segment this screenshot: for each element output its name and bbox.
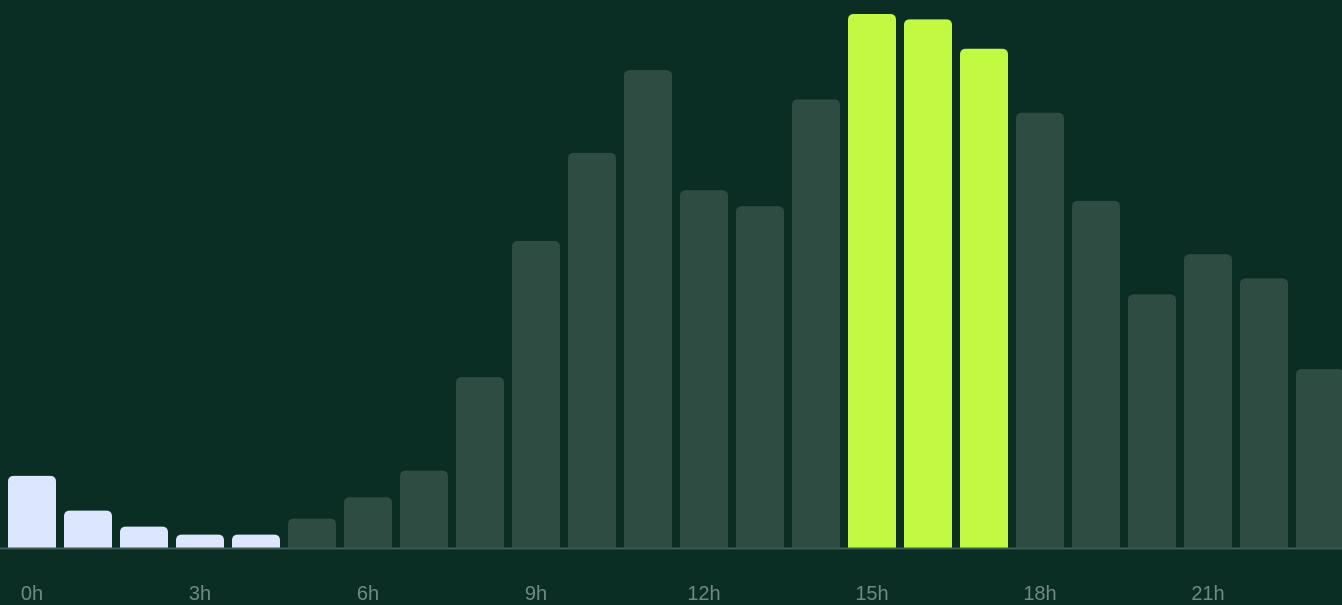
bar-7h [400,470,448,548]
x-tick-label: 0h [21,583,43,605]
x-tick-label: 3h [189,583,211,605]
bar-8h [456,377,504,548]
bar-11h [624,70,672,548]
bar-13h [736,206,784,549]
bar-18h [1016,112,1064,548]
bar-10h [568,152,616,548]
bars-group [8,14,1342,549]
bar-4h [232,534,280,548]
x-tick-label: 9h [525,583,547,605]
bar-1h [64,510,112,548]
bar-14h [792,99,840,548]
x-tick-label: 15h [855,583,888,605]
bar-9h [512,240,560,548]
x-axis-ticks: 0h 3h 6h 9h 12h 15h 18h 21h [21,583,1225,605]
x-tick-label: 21h [1191,583,1224,605]
x-tick-label: 6h [357,583,379,605]
x-tick-label: 18h [1023,583,1056,605]
bar-23h [1296,369,1342,548]
bar-19h [1072,200,1120,548]
bar-17h [960,48,1008,549]
bar-0h [8,475,56,548]
bar-21h [1184,254,1232,549]
bar-22h [1240,278,1288,548]
bar-6h [344,497,392,548]
bar-16h [904,19,952,548]
bar-12h [680,190,728,548]
bar-2h [120,526,168,548]
bar-20h [1128,294,1176,548]
bar-5h [288,518,336,548]
x-tick-label: 12h [687,583,720,605]
bar-3h [176,534,224,548]
bar-15h [848,14,896,548]
